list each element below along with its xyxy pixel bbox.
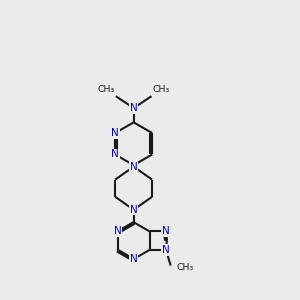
Text: N: N <box>130 205 137 215</box>
Text: N: N <box>111 128 119 138</box>
Text: N: N <box>162 226 170 236</box>
Text: N: N <box>162 245 170 255</box>
Text: CH₃: CH₃ <box>153 85 170 94</box>
Text: CH₃: CH₃ <box>97 85 114 94</box>
Text: N: N <box>130 103 137 113</box>
Text: N: N <box>130 254 137 264</box>
Text: N: N <box>130 162 137 172</box>
Text: N: N <box>114 226 122 236</box>
Text: N: N <box>111 149 119 160</box>
Text: CH₃: CH₃ <box>176 262 193 272</box>
